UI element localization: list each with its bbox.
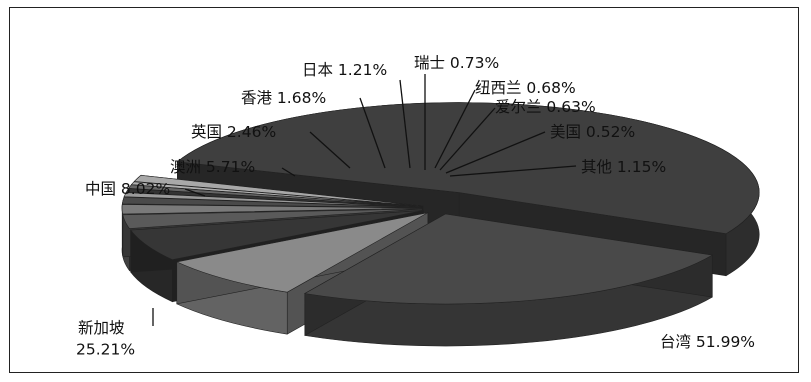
leader-line-6 — [399, 79, 411, 169]
slice-label-name-1: 新加坡 — [78, 319, 125, 337]
slice-label-9: 爱尔兰 0.63% — [495, 98, 596, 116]
slice-label-10: 美国 0.52% — [550, 123, 635, 141]
pie-slice-top-4 — [122, 208, 423, 229]
slice-label-11: 其他 1.15% — [581, 158, 666, 176]
pie-slice-top-2 — [175, 212, 429, 293]
slice-label-6: 日本 1.21% — [302, 61, 387, 79]
slice-label-3: 澳洲 5.71% — [170, 158, 255, 176]
pie-slice-top-0 — [176, 102, 760, 235]
pie-slice-top-6 — [121, 196, 423, 208]
pie-chart: 台湾 51.99% 新加坡 25.21% 中国 8.02%澳洲 5.71% 英国 2.4… — [76, 54, 760, 359]
slice-label-5: 香港 1.68% — [241, 89, 326, 107]
leader-line-11 — [449, 165, 577, 177]
leader-line-2 — [184, 188, 206, 197]
slice-label-2: 中国 8.02% — [85, 180, 170, 198]
leader-line-5 — [359, 97, 386, 169]
slice-label-0: 台湾 51.99% — [660, 333, 755, 351]
pie-slice-top-5 — [121, 204, 423, 215]
pie-slice-top-1 — [303, 213, 714, 305]
slice-label-7: 瑞士 0.73% — [414, 54, 499, 72]
leader-lines — [152, 74, 577, 326]
pie-slices — [121, 102, 760, 347]
slice-label-1: 新加坡 25.21% — [76, 319, 135, 359]
slice-label-value-1: 25.21% — [76, 341, 135, 359]
slice-label-8: 纽西兰 0.68% — [475, 79, 576, 97]
pie-slice-top-3 — [130, 210, 424, 261]
slice-label-4: 英国 2.46% — [191, 123, 276, 141]
slice-labels: 台湾 51.99% 新加坡 25.21% 中国 8.02%澳洲 5.71% 英国 2.4… — [76, 54, 755, 359]
leader-line-9 — [439, 107, 496, 171]
chart-frame: 台湾 51.99% 新加坡 25.21% 中国 8.02% 澳洲 5.71% 英国 2.4… — [9, 7, 799, 373]
leader-line-8 — [434, 89, 476, 169]
leader-line-4 — [309, 131, 351, 169]
pie-slice-1 — [303, 213, 714, 347]
leader-line-3 — [281, 167, 296, 177]
pie-slice-top-7 — [123, 192, 423, 208]
leader-line-10 — [445, 131, 546, 174]
